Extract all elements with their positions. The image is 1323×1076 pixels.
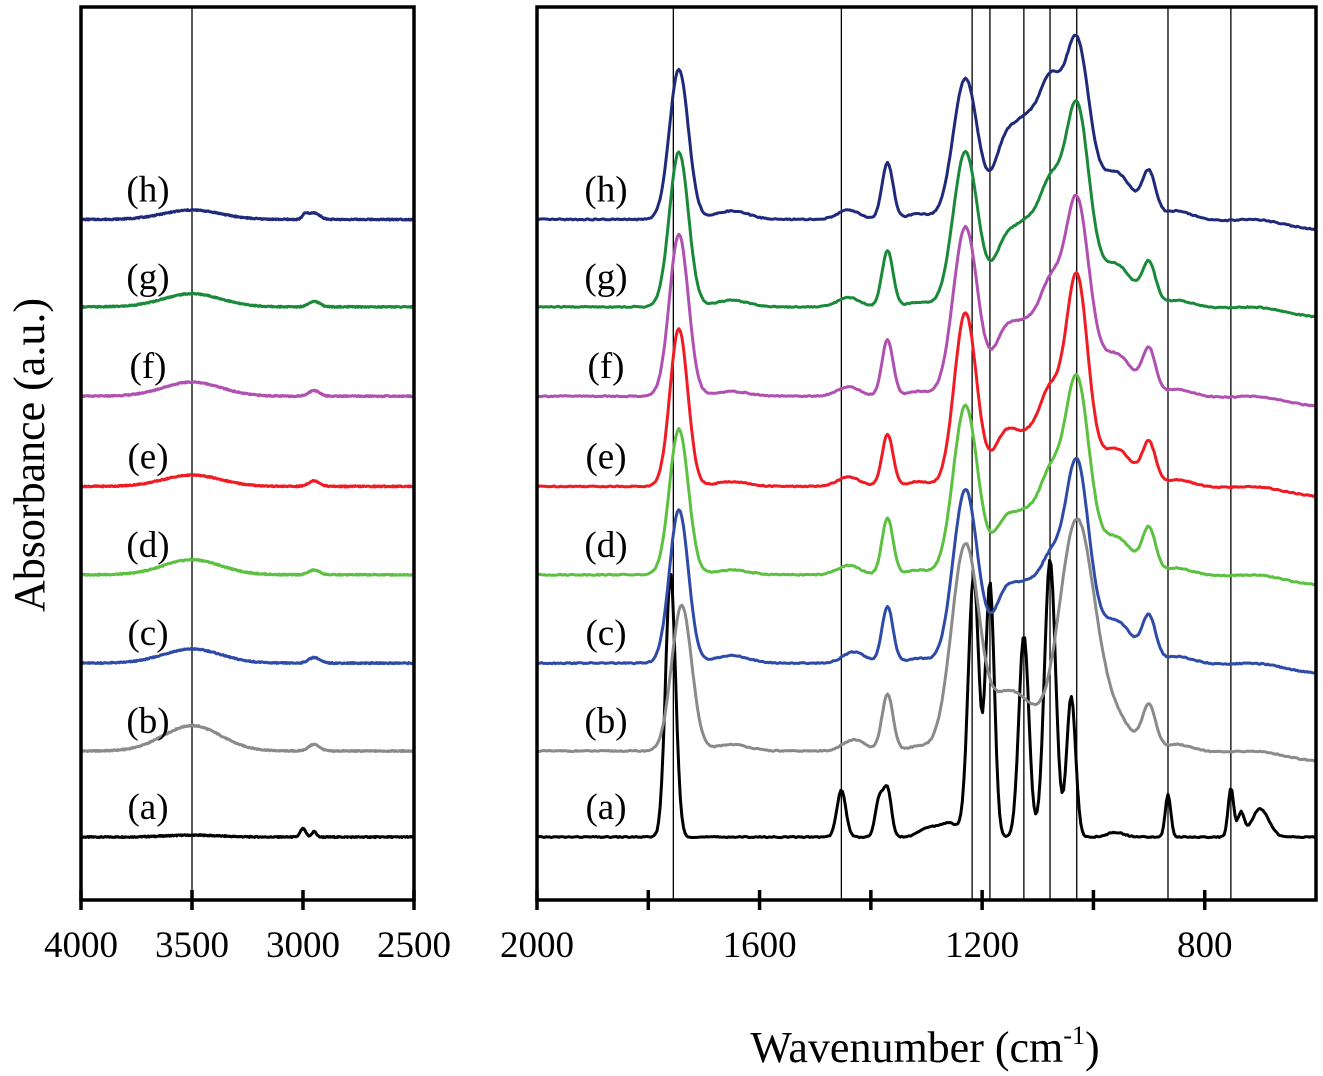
spectrum-line-f: [536, 193, 1317, 408]
x-tick-label: 2000: [500, 925, 574, 966]
curve-label-f: (f): [588, 346, 625, 387]
plot-frame: [535, 5, 1318, 902]
curve-label-f: (f): [130, 346, 167, 387]
x-axis-title-main: Wavenumber (cm: [750, 1023, 1063, 1072]
curve-label-d: (d): [584, 525, 627, 566]
spectrum-line-h: [80, 208, 415, 222]
curve-label-h: (h): [126, 169, 169, 210]
x-tick-label: 1600: [723, 925, 797, 966]
spectrum-line-c: [536, 456, 1317, 676]
x-tick-label: 800: [1177, 925, 1233, 966]
plot-frame: [79, 5, 416, 902]
curve-label-e: (e): [127, 436, 168, 477]
spectrum-line-h: [536, 33, 1317, 231]
spectrum-line-a: [79, 826, 415, 840]
curve-label-c: (c): [585, 613, 626, 654]
left-panel: (a) (b) (c) (d) (e) (f) (g) (h) 4000 3500 3000 2500: [44, 5, 451, 966]
spectrum-line-g: [80, 291, 415, 309]
curve-label-b: (b): [126, 701, 169, 742]
x-tick-label: 4000: [44, 925, 118, 966]
curve-label-a: (a): [127, 787, 168, 828]
spectrum-line-d: [536, 373, 1317, 587]
x-tick-label: 3000: [266, 925, 340, 966]
curve-label-c: (c): [127, 613, 168, 654]
curve-label-a: (a): [585, 787, 626, 828]
spectrum-line-b: [536, 517, 1317, 763]
curve-label-d: (d): [126, 525, 169, 566]
spectrum-line-c: [80, 647, 415, 666]
spectrum-line-e: [537, 271, 1317, 498]
y-axis-title: Absorbance (a.u.): [5, 298, 54, 612]
curve-label-h: (h): [584, 169, 627, 210]
curve-label-b: (b): [584, 701, 627, 742]
x-axis-title: Wavenumber (cm-1): [750, 1021, 1099, 1072]
x-tick-label: 1200: [945, 925, 1019, 966]
x-axis-title-sup: -1: [1063, 1021, 1085, 1050]
spectrum-line-f: [80, 380, 416, 399]
spectrum-line-b: [79, 723, 415, 754]
curve-label-g: (g): [584, 257, 627, 298]
spectrum-line-e: [79, 473, 415, 489]
curve-label-e: (e): [585, 436, 626, 477]
spectrum-line-g: [536, 99, 1317, 319]
spectrum-line-d: [80, 557, 415, 577]
x-axis-title-end: ): [1085, 1023, 1100, 1072]
curve-label-g: (g): [126, 257, 169, 298]
spectrum-line-a: [536, 558, 1317, 840]
right-panel: (a) (b) (c) (d) (e) (f) (g) (h) 2000 1600 1200 800: [500, 5, 1318, 966]
x-tick-label: 3500: [155, 925, 229, 966]
x-tick-label: 2500: [377, 925, 451, 966]
